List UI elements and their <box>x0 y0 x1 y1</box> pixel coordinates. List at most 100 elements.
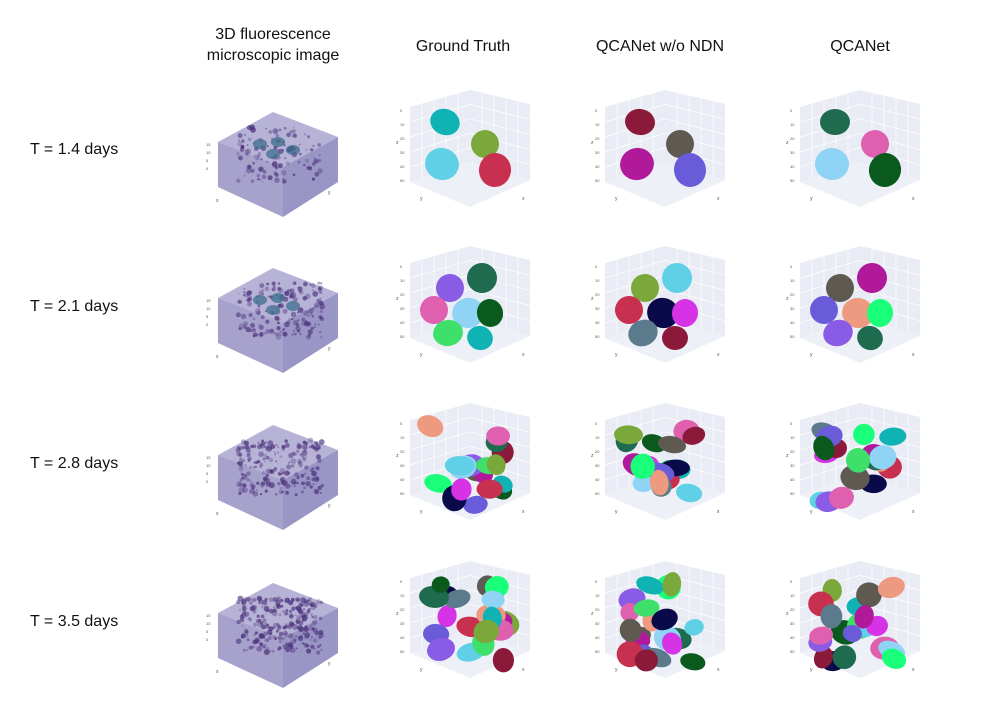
speckle <box>254 637 261 644</box>
speckle <box>264 460 266 463</box>
axis-tick-label: 5 <box>206 158 209 163</box>
axis-tick-label: 5 <box>206 314 209 319</box>
speckle <box>262 181 264 183</box>
axis-label-z: z <box>396 611 399 617</box>
speckle <box>252 605 258 610</box>
speckle <box>236 461 240 465</box>
axis-tick-label: 10 <box>206 463 211 468</box>
speckle <box>319 335 323 339</box>
speckle <box>311 177 315 181</box>
speckle <box>304 465 309 470</box>
speckle <box>306 609 311 614</box>
segmented-nuclei <box>425 108 512 187</box>
segmented-nuclei <box>417 415 514 514</box>
speckle <box>316 599 321 605</box>
speckle <box>263 636 266 639</box>
scene-axis-ticks: 0 10 20 30 40 50 <box>400 264 405 339</box>
speckle <box>288 633 294 639</box>
nucleus-segment <box>861 130 889 158</box>
axis-tick-label: 10 <box>400 435 405 440</box>
speckle <box>296 311 299 314</box>
speckle <box>254 308 261 314</box>
nucleus-segment <box>420 296 448 324</box>
speckle <box>249 483 254 488</box>
segmented-nuclei <box>809 422 907 513</box>
speckle <box>304 322 307 325</box>
speckle <box>316 650 321 655</box>
nucleus-segment <box>662 263 692 293</box>
speckle <box>266 282 269 286</box>
speckle <box>236 619 241 625</box>
speckle <box>299 333 302 336</box>
speckle <box>252 466 256 469</box>
speckle <box>300 603 304 607</box>
speckle <box>249 645 254 650</box>
nucleus-segment <box>879 427 907 446</box>
speckle <box>318 159 322 162</box>
speckle <box>262 476 268 482</box>
speckle <box>311 636 313 639</box>
3d-rendering: 0 10 20 30 40 50 z x y <box>591 561 726 678</box>
panel-qcanet-row-1: 0 10 20 30 40 50 z x y <box>780 82 930 222</box>
speckle <box>243 174 246 177</box>
speckle <box>247 301 253 307</box>
axis-tick-label: 10 <box>790 435 795 440</box>
speckle <box>246 471 251 476</box>
speckle <box>261 471 266 475</box>
speckle <box>247 617 252 621</box>
nucleus-segment <box>820 604 843 629</box>
axis-label-y: y <box>810 667 813 673</box>
speckle <box>310 604 317 611</box>
speckle <box>299 464 303 468</box>
speckle <box>281 177 284 180</box>
axis-tick-label: 50 <box>595 334 600 339</box>
3d-rendering: 0 10 20 30 40 50 z x y <box>591 403 726 520</box>
speckle <box>263 649 270 655</box>
speckle <box>304 612 309 617</box>
nucleus-segment <box>417 415 444 438</box>
nucleus-blob <box>253 295 267 305</box>
speckle <box>288 613 294 619</box>
axis-tick-label: 20 <box>790 449 795 454</box>
speckle <box>237 133 243 138</box>
nucleus-segment <box>492 648 515 673</box>
axis-tick-label: 20 <box>790 136 795 141</box>
speckle <box>256 646 263 652</box>
speckle <box>282 328 285 331</box>
speckle <box>301 444 308 450</box>
speckle <box>284 321 290 328</box>
panel-qcanet-without-ndn-row-3: 0 10 20 30 40 50 z x y <box>585 395 735 535</box>
speckle <box>314 302 320 308</box>
speckle <box>244 629 249 634</box>
speckle <box>238 155 243 161</box>
speckle <box>286 612 289 615</box>
speckle <box>307 599 310 602</box>
speckle <box>305 442 309 445</box>
speckle <box>257 618 262 623</box>
speckle <box>300 473 305 478</box>
axis-tick-label: 30 <box>595 306 600 311</box>
axis-tick-label: 30 <box>400 463 405 468</box>
speckle <box>241 636 243 639</box>
nucleus-segment <box>857 263 887 293</box>
speckle <box>293 282 297 285</box>
speckle <box>280 599 284 602</box>
speckle <box>253 461 256 464</box>
axis-tick-label: 0 <box>595 579 598 584</box>
3d-rendering: 0 10 20 30 40 50 z x y <box>591 90 726 207</box>
speckle <box>260 624 266 630</box>
column-header-qcanet-without-ndn: QCANet w/o NDN <box>595 38 725 55</box>
nucleus-segment <box>866 299 894 327</box>
speckle <box>268 597 274 603</box>
speckle <box>243 440 249 446</box>
speckle <box>261 599 268 606</box>
speckle <box>268 649 272 653</box>
nucleus-segment <box>854 605 874 629</box>
speckle <box>258 598 263 603</box>
axis-tick-label: 0 <box>790 579 793 584</box>
speckle <box>305 633 310 638</box>
nucleus-segment <box>842 297 874 329</box>
volume-axis-ticks: 0 5 10 15 <box>206 142 211 171</box>
speckle <box>317 486 322 490</box>
speckle <box>317 286 322 291</box>
